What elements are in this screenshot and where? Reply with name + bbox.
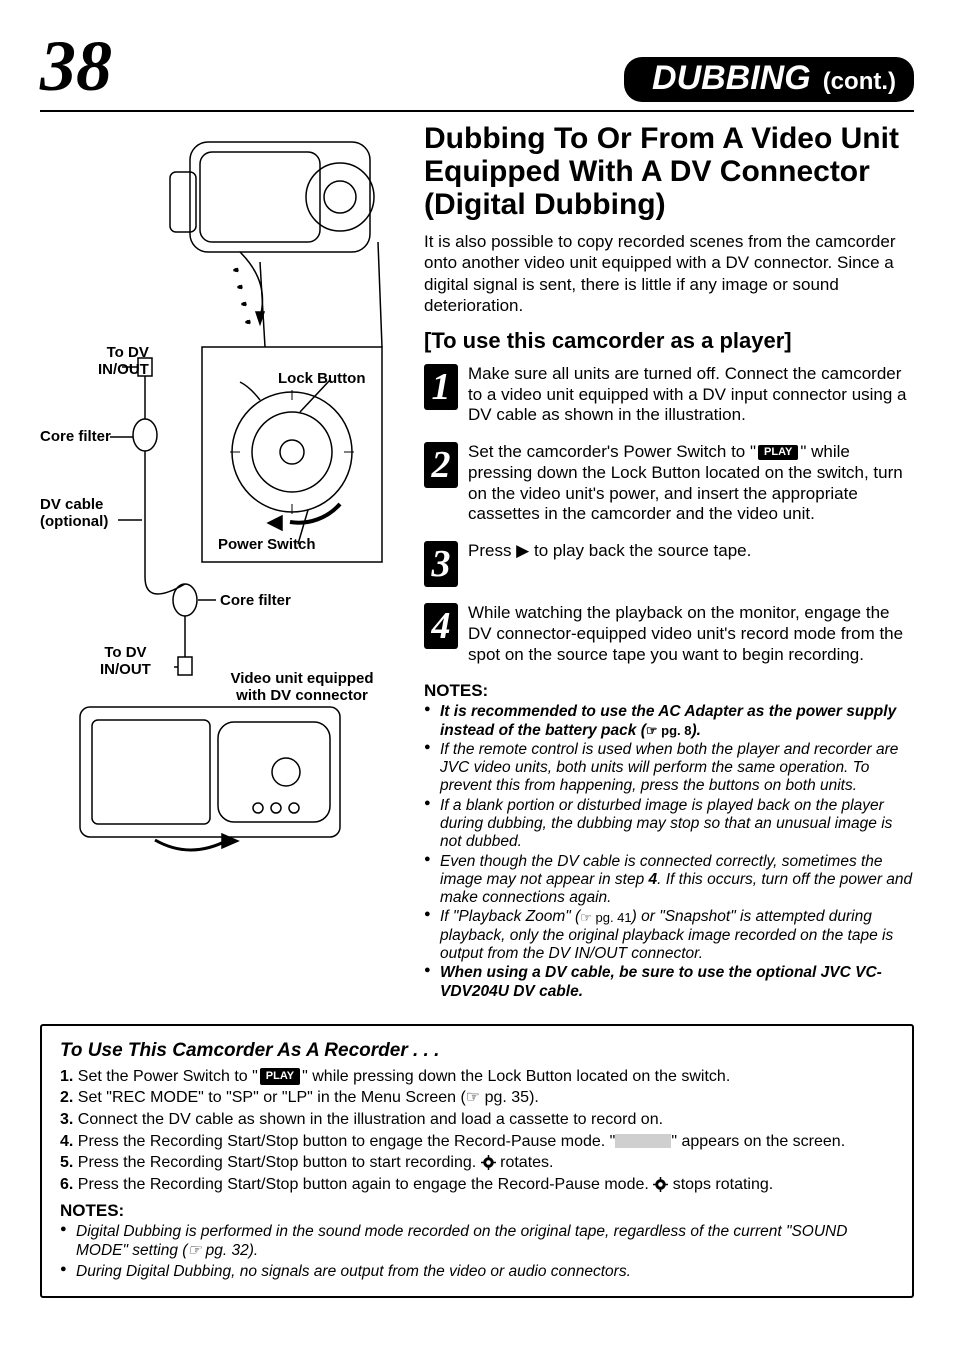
note-item: When using a DV cable, be sure to use th… xyxy=(424,964,914,1001)
label-power-switch: Power Switch xyxy=(218,536,316,553)
note-item: If "Playback Zoom" (☞ pg. 41) or "Snapsh… xyxy=(424,908,914,963)
steps-list: 1Make sure all units are turned off. Con… xyxy=(424,364,914,665)
recorder-notes-list: Digital Dubbing is performed in the soun… xyxy=(60,1223,894,1282)
illustration-column: To DV IN/OUT Core filter Lock Button DV … xyxy=(40,122,400,1002)
recorder-line: 6. Press the Recording Start/Stop button… xyxy=(60,1174,894,1196)
step-body: Make sure all units are turned off. Conn… xyxy=(468,364,914,426)
label-core-filter-top: Core filter xyxy=(40,428,130,445)
recorder-line: 3. Connect the DV cable as shown in the … xyxy=(60,1109,894,1131)
illustration-svg xyxy=(40,122,400,862)
step-number: 4 xyxy=(424,603,458,649)
step-body: Press ▶ to play back the source tape. xyxy=(468,541,914,562)
note-item: Even though the DV cable is connected co… xyxy=(424,853,914,908)
recorder-line: 5. Press the Recording Start/Stop button… xyxy=(60,1152,894,1174)
step-number: 3 xyxy=(424,541,458,587)
recorder-title: To Use This Camcorder As A Recorder . . … xyxy=(60,1040,894,1062)
gear-icon xyxy=(481,1155,496,1170)
header-main: DUBBING xyxy=(652,59,811,98)
notes-header: NOTES: xyxy=(424,681,914,701)
note-item: It is recommended to use the AC Adapter … xyxy=(424,703,914,740)
recorder-line: 2. Set "REC MODE" to "SP" or "LP" in the… xyxy=(60,1087,894,1109)
step: 4While watching the playback on the moni… xyxy=(424,603,914,665)
page-ref: ☞ pg. 32 xyxy=(187,1242,248,1259)
page-ref: ☞ pg. 35 xyxy=(466,1089,529,1106)
label-video-unit: Video unit equipped with DV connector xyxy=(212,670,392,705)
label-to-dv-bottom: To DV IN/OUT xyxy=(100,644,151,679)
step: 2Set the camcorder's Power Switch to "PL… xyxy=(424,442,914,525)
play-badge: PLAY xyxy=(260,1068,300,1085)
recorder-notes-header: NOTES: xyxy=(60,1201,894,1221)
step-number: 1 xyxy=(424,364,458,410)
recorder-line: 1. Set the Power Switch to "PLAY" while … xyxy=(60,1066,894,1088)
top-rule xyxy=(40,110,914,112)
recorder-line: 4. Press the Recording Start/Stop button… xyxy=(60,1131,894,1153)
recorder-lines: 1. Set the Power Switch to "PLAY" while … xyxy=(60,1066,894,1196)
label-lock-button: Lock Button xyxy=(278,370,366,387)
label-to-dv-top: To DV IN/OUT xyxy=(98,344,149,379)
page-number: 38 xyxy=(40,30,112,102)
header-pill: DUBBING (cont.) xyxy=(624,57,914,102)
subhead: [To use this camcorder as a player] xyxy=(424,328,914,354)
section-title: Dubbing To Or From A Video Unit Equipped… xyxy=(424,122,914,221)
note-item: If a blank portion or disturbed image is… xyxy=(424,797,914,852)
step-number: 2 xyxy=(424,442,458,488)
step: 3 Press ▶ to play back the source tape. xyxy=(424,541,914,587)
content-column: Dubbing To Or From A Video Unit Equipped… xyxy=(424,122,914,1002)
blank-badge xyxy=(615,1134,671,1148)
page-ref: ☞ pg. 8 xyxy=(646,723,692,738)
recorder-note-item: During Digital Dubbing, no signals are o… xyxy=(60,1263,894,1282)
header-cont: (cont.) xyxy=(823,68,896,96)
recorder-box: To Use This Camcorder As A Recorder . . … xyxy=(40,1024,914,1298)
illustration: To DV IN/OUT Core filter Lock Button DV … xyxy=(40,122,400,862)
note-item: If the remote control is used when both … xyxy=(424,741,914,796)
gear-icon xyxy=(653,1177,668,1192)
label-core-filter-mid: Core filter xyxy=(220,592,291,609)
page-ref: ☞ pg. 41 xyxy=(580,910,631,925)
intro-paragraph: It is also possible to copy recorded sce… xyxy=(424,231,914,316)
step-body: Set the camcorder's Power Switch to "PLA… xyxy=(468,442,914,525)
step: 1Make sure all units are turned off. Con… xyxy=(424,364,914,426)
step-body: While watching the playback on the monit… xyxy=(468,603,914,665)
notes-list: It is recommended to use the AC Adapter … xyxy=(424,703,914,1001)
play-badge: PLAY xyxy=(758,445,798,460)
top-row: 38 DUBBING (cont.) xyxy=(40,30,914,102)
recorder-note-item: Digital Dubbing is performed in the soun… xyxy=(60,1223,894,1261)
label-dv-cable: DV cable (optional) xyxy=(40,496,132,531)
